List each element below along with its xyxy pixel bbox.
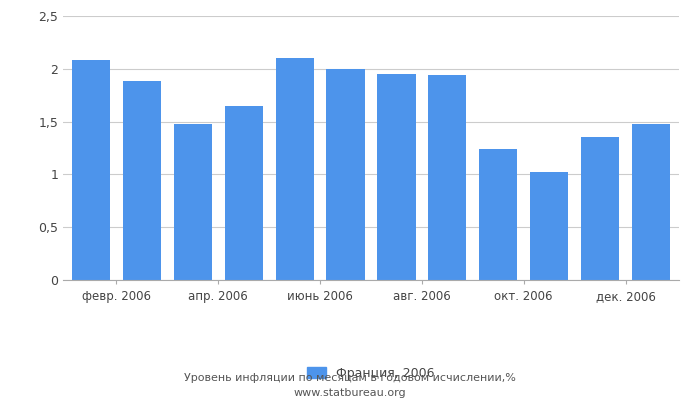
- Bar: [428, 75, 466, 280]
- Bar: [632, 124, 670, 280]
- Text: www.statbureau.org: www.statbureau.org: [294, 388, 406, 398]
- Bar: [225, 106, 262, 280]
- Bar: [276, 58, 314, 280]
- Bar: [174, 124, 212, 280]
- Legend: Франция, 2006: Франция, 2006: [302, 362, 440, 385]
- Bar: [122, 82, 161, 280]
- Bar: [326, 69, 365, 280]
- Bar: [377, 74, 416, 280]
- Bar: [581, 138, 620, 280]
- Bar: [72, 60, 110, 280]
- Bar: [480, 149, 517, 280]
- Text: Уровень инфляции по месяцам в годовом исчислении,%: Уровень инфляции по месяцам в годовом ис…: [184, 373, 516, 383]
- Bar: [530, 172, 568, 280]
